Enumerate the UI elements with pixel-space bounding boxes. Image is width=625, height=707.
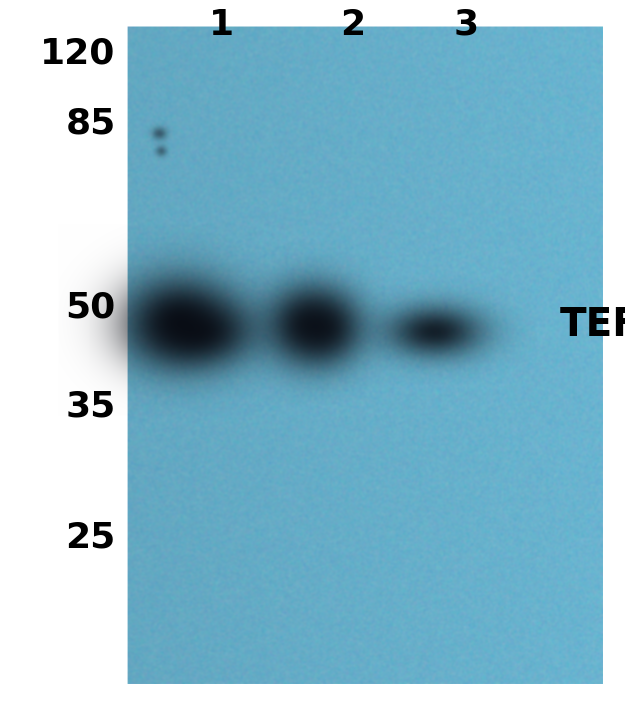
Text: 1: 1	[209, 8, 234, 42]
Text: 2: 2	[341, 8, 366, 42]
Text: 35: 35	[66, 390, 116, 423]
Text: 120: 120	[40, 36, 116, 70]
Text: 50: 50	[66, 291, 116, 325]
Text: 25: 25	[66, 520, 116, 554]
Text: TEF-1: TEF-1	[559, 306, 625, 344]
Text: 3: 3	[453, 8, 478, 42]
Text: 85: 85	[66, 107, 116, 141]
